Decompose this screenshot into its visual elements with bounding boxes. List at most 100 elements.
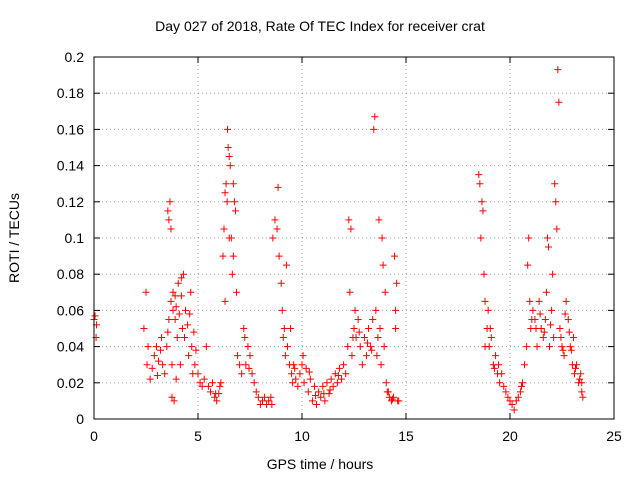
data-point [240, 325, 248, 332]
data-point [370, 125, 378, 133]
data-point [567, 346, 575, 354]
data-point [565, 328, 573, 336]
data-point [554, 66, 562, 74]
data-point [558, 343, 566, 351]
data-point [323, 379, 331, 387]
data-point [374, 334, 382, 342]
data-point [367, 343, 375, 351]
x-tick-label: 5 [194, 428, 202, 444]
data-point [224, 144, 232, 151]
data-point [326, 386, 334, 394]
data-point [169, 288, 177, 296]
data-point [288, 370, 296, 378]
data-point [143, 361, 151, 369]
data-point [279, 334, 287, 342]
data-point [196, 379, 204, 387]
data-point [211, 393, 219, 401]
data-point [569, 334, 577, 342]
data-point [168, 361, 176, 369]
data-point [342, 370, 350, 378]
data-point [302, 364, 310, 372]
data-point [153, 372, 161, 380]
data-point [165, 315, 173, 323]
data-point [349, 334, 357, 342]
data-point [578, 379, 586, 387]
data-point [348, 352, 356, 360]
data-point [529, 306, 537, 314]
data-point [508, 401, 516, 409]
data-point [392, 306, 400, 314]
data-point [241, 334, 249, 342]
data-point [487, 334, 495, 342]
data-point [194, 370, 202, 378]
data-point [142, 288, 150, 296]
data-point [271, 216, 279, 224]
data-point [369, 315, 377, 323]
data-point [384, 388, 392, 396]
axis-ticks: 0 5 10 15 20 25 0 0.02 0.04 0.06 0.08 0.1 0.12 0.14 0.… [57, 49, 622, 444]
x-tick-label: 15 [398, 428, 414, 444]
data-point [577, 370, 585, 378]
data-point [187, 288, 195, 296]
data-point [495, 361, 503, 369]
data-point [373, 352, 381, 360]
y-tick-label: 0 [76, 411, 84, 427]
data-point [525, 234, 533, 242]
data-point [164, 328, 172, 336]
y-tick-label: 0.2 [65, 49, 85, 65]
data-point [475, 171, 483, 179]
y-tick-label: 0.1 [65, 230, 85, 246]
data-point [306, 375, 314, 383]
data-point [358, 361, 366, 369]
data-point [178, 325, 186, 332]
data-point [238, 370, 246, 378]
data-point [186, 310, 194, 318]
data-point [294, 382, 302, 390]
data-point [523, 343, 531, 351]
data-point [171, 292, 179, 300]
data-point [165, 216, 173, 224]
data-point [161, 370, 169, 378]
y-axis-label: ROTI / TECUs [6, 193, 22, 283]
data-point [504, 393, 512, 401]
data-point [572, 364, 580, 372]
data-point [228, 270, 236, 278]
data-point [378, 234, 386, 242]
data-point [364, 339, 372, 347]
data-point [355, 328, 363, 336]
data-point [261, 393, 269, 401]
data-point [299, 352, 307, 360]
data-point [317, 393, 325, 401]
data-point [576, 375, 584, 383]
data-point [578, 388, 586, 396]
data-point [388, 395, 396, 403]
data-point [377, 361, 385, 369]
x-tick-label: 25 [606, 428, 622, 444]
data-point [177, 274, 185, 282]
data-point [265, 397, 273, 405]
data-point [481, 297, 489, 305]
data-point [166, 198, 174, 206]
data-point [180, 334, 188, 342]
data-point [273, 225, 281, 233]
data-point [188, 343, 196, 351]
plot-frame [93, 56, 615, 420]
data-point [556, 325, 564, 332]
data-point [209, 379, 217, 387]
data-point [478, 198, 486, 206]
data-point [172, 303, 180, 311]
data-point [329, 382, 337, 390]
y-tick-label: 0.04 [57, 339, 84, 355]
data-point [333, 379, 341, 387]
data-point [547, 321, 555, 329]
data-point [379, 261, 387, 269]
data-point [171, 315, 179, 323]
data-point [542, 288, 550, 296]
data-point [163, 343, 171, 351]
data-point [380, 343, 388, 351]
data-point [254, 393, 262, 401]
data-point [179, 270, 187, 278]
data-point [226, 162, 234, 170]
data-point [354, 315, 362, 323]
